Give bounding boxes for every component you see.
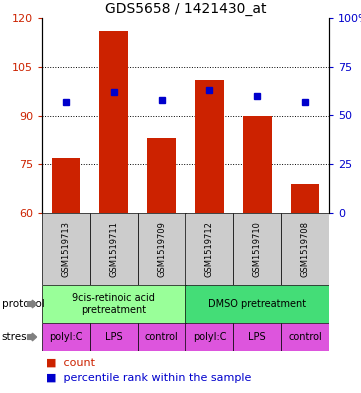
Text: LPS: LPS: [248, 332, 266, 342]
Bar: [281, 323, 329, 351]
Bar: [90, 323, 138, 351]
Text: DMSO pretreatment: DMSO pretreatment: [208, 299, 306, 309]
Bar: [186, 285, 329, 323]
Bar: [291, 184, 319, 213]
Bar: [99, 31, 128, 213]
Text: 9cis-retinoic acid
pretreatment: 9cis-retinoic acid pretreatment: [72, 293, 155, 315]
Bar: [138, 213, 186, 285]
Text: GSM1519710: GSM1519710: [253, 221, 262, 277]
Text: GSM1519709: GSM1519709: [157, 221, 166, 277]
Text: control: control: [145, 332, 178, 342]
Bar: [147, 138, 176, 213]
Text: ■  percentile rank within the sample: ■ percentile rank within the sample: [45, 373, 251, 383]
Bar: [52, 158, 80, 213]
Text: protocol: protocol: [2, 299, 44, 309]
Text: stress: stress: [2, 332, 33, 342]
Bar: [195, 80, 224, 213]
Text: ■  count: ■ count: [45, 357, 95, 367]
Bar: [243, 116, 271, 213]
Bar: [42, 285, 186, 323]
Text: GSM1519708: GSM1519708: [301, 221, 310, 277]
Bar: [281, 213, 329, 285]
Text: GSM1519712: GSM1519712: [205, 221, 214, 277]
Text: GSM1519713: GSM1519713: [61, 221, 70, 277]
Bar: [186, 213, 233, 285]
Text: control: control: [288, 332, 322, 342]
Bar: [186, 323, 233, 351]
Text: polyI:C: polyI:C: [193, 332, 226, 342]
Bar: [138, 323, 186, 351]
Bar: [233, 213, 281, 285]
Bar: [90, 213, 138, 285]
Bar: [42, 213, 90, 285]
Text: GSM1519711: GSM1519711: [109, 221, 118, 277]
Bar: [42, 323, 90, 351]
Text: LPS: LPS: [105, 332, 123, 342]
Title: GDS5658 / 1421430_at: GDS5658 / 1421430_at: [105, 2, 266, 16]
Text: polyI:C: polyI:C: [49, 332, 83, 342]
Bar: [233, 323, 281, 351]
